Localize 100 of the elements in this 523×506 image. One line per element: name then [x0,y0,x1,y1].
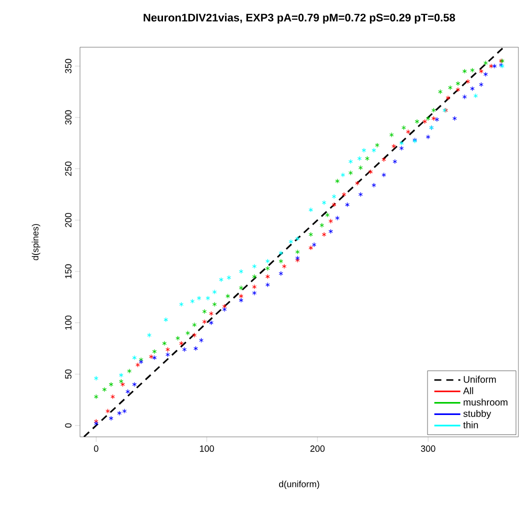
point [152,349,157,354]
point [252,264,257,269]
point [265,266,270,271]
y-tick-label: 0 [65,423,72,428]
point [322,232,326,237]
point [196,296,202,301]
point [238,294,244,299]
point [335,216,340,221]
point [212,302,217,307]
legend-label: thin [463,421,478,428]
point [479,82,484,88]
point [438,89,442,94]
point [238,298,244,303]
x-tick-label: 0 [94,445,98,452]
point [375,142,380,148]
point [186,330,190,336]
point [328,228,333,234]
legend-label: stubby [463,410,492,419]
point [308,207,314,212]
point [282,264,286,269]
point [132,382,137,387]
point [348,170,353,176]
point [209,320,214,326]
point [164,317,168,322]
point [118,372,124,378]
point [448,85,452,90]
y-tick-label: 200 [65,212,72,228]
point [332,202,336,208]
point [399,146,404,151]
point [466,78,470,84]
x-tick-label: 100 [200,445,214,452]
point [328,218,333,224]
point [479,68,484,74]
legend-label: mushroom [464,398,508,406]
point [434,116,440,122]
point [194,346,198,351]
y-tick-label: 350 [65,58,72,74]
point [422,119,427,124]
point [110,394,115,400]
point [94,394,98,400]
point [179,302,184,307]
y-tick-label: 150 [65,264,72,278]
point [106,408,110,414]
point [222,306,227,312]
y-tick-label: 250 [65,162,72,176]
point [176,336,180,341]
point [278,258,284,264]
point [456,87,460,92]
point [414,119,420,124]
point [127,368,132,374]
point [470,68,475,73]
point [166,352,170,358]
legend-label: Uniform [464,376,496,383]
point [132,355,137,360]
point [162,340,167,346]
point [365,156,370,161]
point [462,94,467,100]
point [308,232,314,237]
x-tick-label: 300 [420,445,436,452]
point [325,212,330,218]
point [483,60,488,66]
point [148,354,154,360]
point [190,298,195,304]
point [358,165,363,170]
point [265,282,270,288]
point [473,93,478,98]
point [368,169,373,174]
point [222,304,227,309]
point [252,284,257,290]
point [355,180,360,186]
point [179,340,184,346]
point [462,68,467,74]
point [382,157,386,162]
point [456,81,460,86]
point [252,274,257,280]
point [431,108,436,113]
point [295,249,300,254]
point [362,148,366,153]
point [358,192,363,197]
point [166,346,170,352]
point [122,408,127,414]
point [357,156,362,161]
point [426,134,430,140]
point [199,338,204,343]
point [212,289,217,294]
point [406,129,410,134]
point [147,332,152,338]
point [206,296,210,301]
point [382,172,386,178]
y-tick-label: 300 [65,110,72,125]
point [118,378,124,384]
point [492,64,497,69]
point [372,182,376,188]
point [238,268,244,274]
point [308,245,314,250]
point [117,410,122,416]
y-tick-label: 50 [65,369,72,379]
y-tick-label: 100 [65,316,72,330]
point [483,72,488,77]
point [226,294,230,299]
